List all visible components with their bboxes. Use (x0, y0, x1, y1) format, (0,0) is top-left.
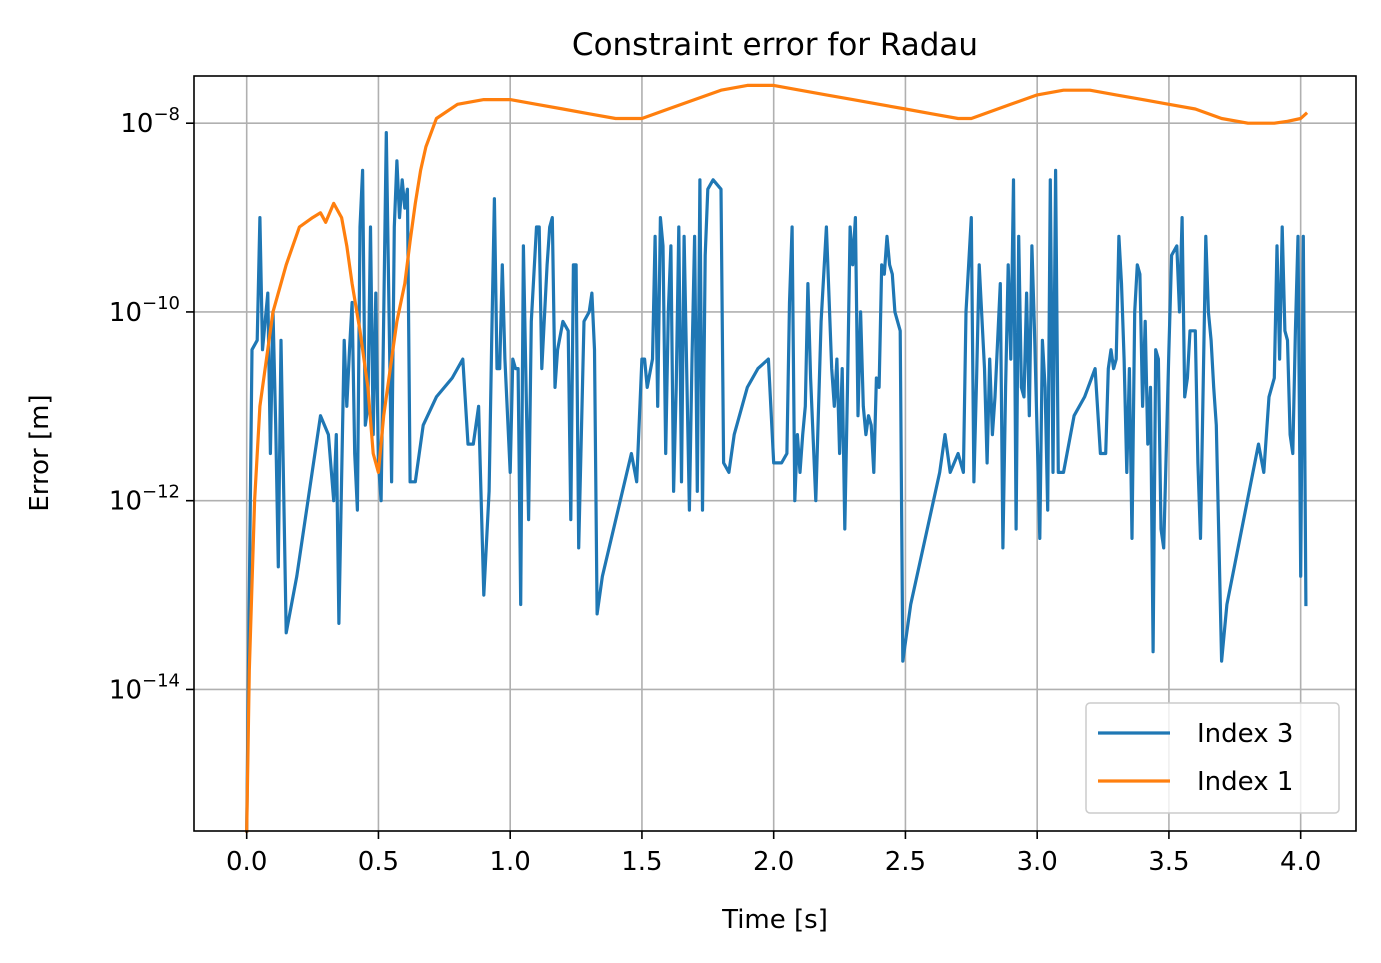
y-tick-base: 10 (109, 487, 142, 517)
x-tick-label: 1.0 (490, 847, 531, 877)
x-axis-label: Time [s] (721, 905, 828, 935)
plot-frame (193, 75, 1357, 832)
x-tick-label: 3.5 (1148, 847, 1189, 877)
y-tick-exponent: −14 (142, 670, 180, 691)
series-line-1 (245, 131, 1308, 833)
legend-label: Index 3 (1197, 719, 1293, 749)
y-tick-label: 10−12 (109, 482, 180, 517)
x-tick-label: 0.0 (226, 847, 267, 877)
legend-box (1085, 702, 1340, 814)
y-tick-exponent: −12 (142, 482, 180, 503)
legend: Index 3 Index 1 (1085, 702, 1340, 814)
legend-label: Index 1 (1197, 767, 1293, 797)
chart-title: Constraint error for Radau (572, 27, 978, 63)
series-line-2 (245, 83, 1309, 833)
y-tick-base: 10 (109, 675, 142, 705)
x-tick-label: 1.5 (621, 847, 662, 877)
y-axis-label: Error [m] (25, 394, 55, 511)
y-tick-exponent: −8 (153, 104, 180, 125)
y-tick-base: 10 (109, 298, 142, 328)
y-tick-exponent: −10 (142, 293, 180, 314)
y-tick-label: 10−14 (109, 670, 180, 705)
x-tick-label: 3.0 (1016, 847, 1057, 877)
x-axis: 0.0 0.5 1.0 1.5 2.0 2.5 3.0 3.5 4.0 (226, 831, 1321, 877)
x-tick-label: 4.0 (1280, 847, 1321, 877)
series-lines (245, 83, 1309, 833)
x-tick-label: 2.5 (885, 847, 926, 877)
y-tick-base: 10 (120, 109, 153, 139)
y-tick-label: 10−8 (120, 104, 180, 139)
y-tick-label: 10−10 (109, 293, 180, 328)
x-tick-label: 2.0 (753, 847, 794, 877)
x-tick-label: 0.5 (358, 847, 399, 877)
